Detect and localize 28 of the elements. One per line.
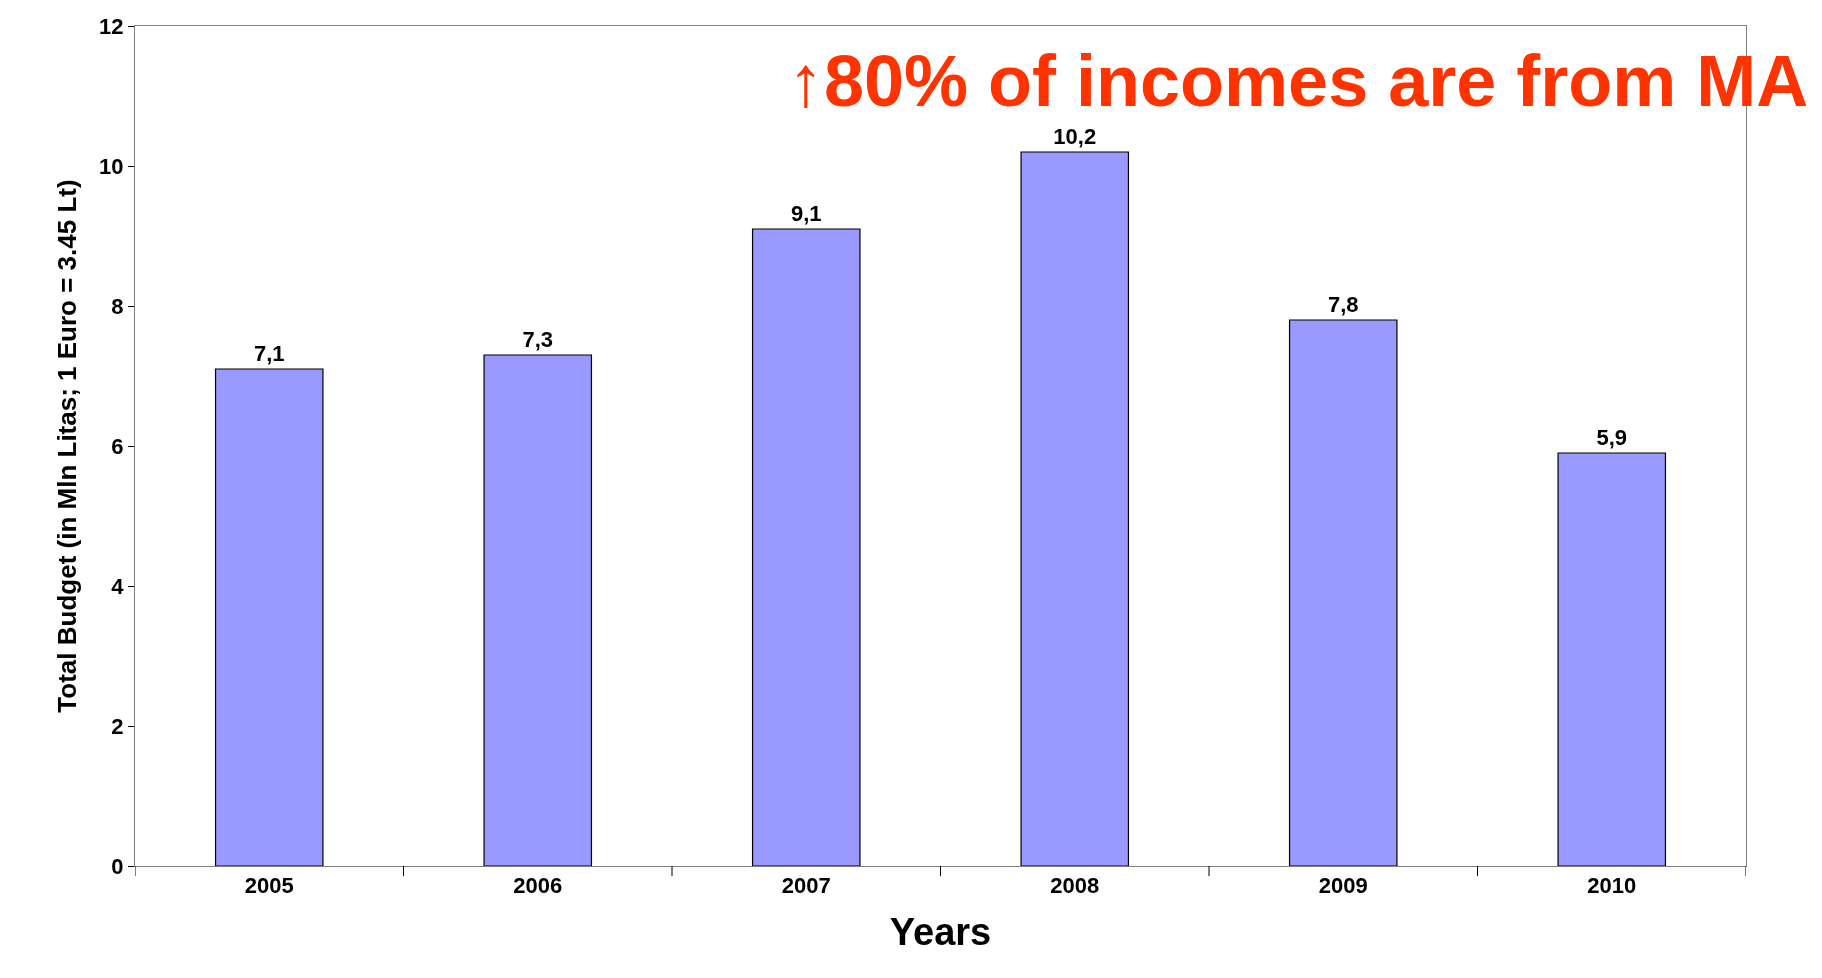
bar — [751, 228, 861, 866]
annotation: ↑80% of incomes are from MA — [788, 41, 1809, 121]
bar — [214, 368, 324, 866]
data-label: 7,8 — [1327, 292, 1359, 317]
y-tick-label: 10 — [99, 153, 124, 179]
x-axis-title: Years — [889, 910, 992, 953]
data-label: 10,2 — [1053, 124, 1097, 149]
y-tick-label: 6 — [111, 433, 124, 459]
y-tick-label: 0 — [111, 853, 124, 879]
y-tick-label: 8 — [111, 293, 124, 319]
data-label: 7,3 — [522, 327, 554, 352]
bar — [1557, 452, 1667, 866]
x-tick-label: 2009 — [1318, 873, 1368, 899]
x-tick-label: 2006 — [513, 873, 563, 899]
y-tick-label: 2 — [111, 713, 124, 739]
data-label: 5,9 — [1596, 425, 1628, 450]
x-tick-label: 2005 — [244, 873, 294, 899]
bar — [1288, 319, 1398, 866]
y-tick-label: 12 — [99, 13, 124, 39]
y-tick-label: 4 — [111, 573, 125, 599]
data-label: 7,1 — [253, 341, 285, 366]
bar — [483, 354, 593, 866]
x-tick-label: 2008 — [1050, 873, 1100, 899]
x-tick-label: 2010 — [1587, 873, 1637, 899]
y-axis-title: Total Budget (in Mln Litas; 1 Euro = 3.45 Lt) — [51, 179, 82, 713]
data-label: 9,1 — [790, 201, 822, 226]
x-tick-label: 2007 — [781, 873, 831, 899]
bar — [1020, 151, 1130, 866]
